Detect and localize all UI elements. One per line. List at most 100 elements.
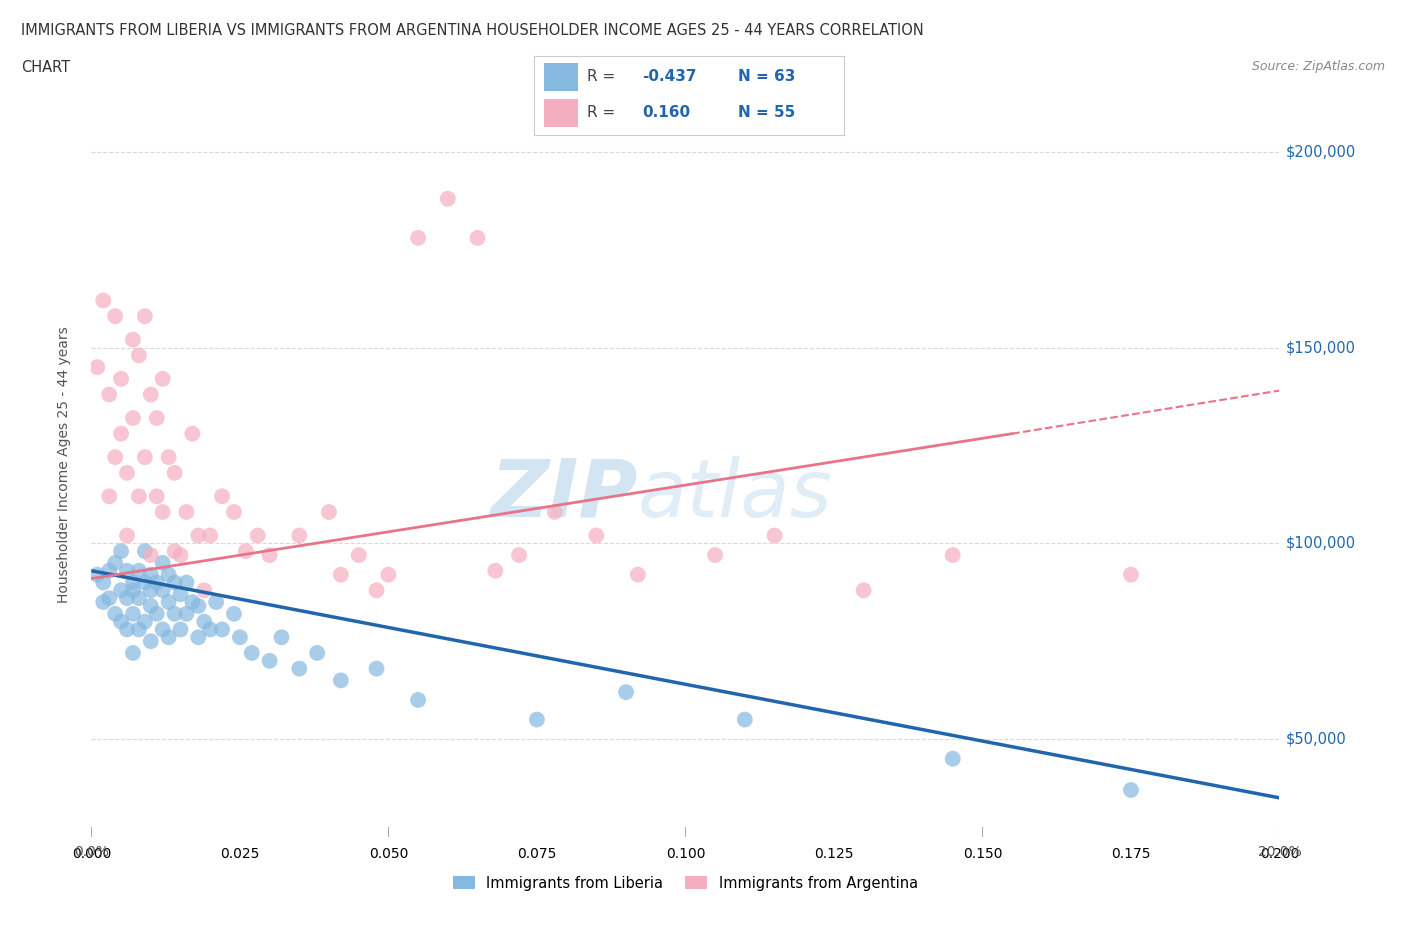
Point <box>110 583 132 598</box>
Point <box>508 548 530 563</box>
Point <box>115 528 138 543</box>
Point <box>259 654 281 669</box>
Point <box>347 548 370 563</box>
Point <box>307 645 329 660</box>
Point <box>169 587 191 602</box>
Point <box>222 505 245 520</box>
Point <box>115 564 138 578</box>
Point <box>139 567 162 582</box>
Point <box>104 309 127 324</box>
Point <box>91 575 114 590</box>
Point <box>122 583 145 598</box>
Point <box>145 575 167 590</box>
Text: R =: R = <box>586 105 614 120</box>
Point <box>152 505 174 520</box>
Point <box>329 673 352 688</box>
Point <box>139 583 162 598</box>
Point <box>110 371 132 386</box>
Point <box>157 630 180 644</box>
Point <box>406 693 429 708</box>
Point <box>163 544 186 559</box>
Point <box>91 293 114 308</box>
Point <box>467 231 489 246</box>
Point <box>318 505 340 520</box>
Text: Source: ZipAtlas.com: Source: ZipAtlas.com <box>1251 60 1385 73</box>
Point <box>122 606 145 621</box>
Point <box>128 489 150 504</box>
Point <box>942 548 965 563</box>
Point <box>176 505 198 520</box>
Point <box>157 594 180 609</box>
Point <box>134 309 156 324</box>
Point <box>139 387 162 402</box>
Point <box>176 606 198 621</box>
Point <box>86 360 108 375</box>
Point <box>484 564 506 578</box>
Point <box>187 528 209 543</box>
Point <box>176 575 198 590</box>
Point <box>134 450 156 465</box>
Point <box>704 548 727 563</box>
Point <box>128 591 150 605</box>
Point <box>110 614 132 629</box>
Point <box>98 591 121 605</box>
Point <box>235 544 257 559</box>
Point <box>104 555 127 570</box>
Point <box>169 622 191 637</box>
Point <box>270 630 292 644</box>
Text: $200,000: $200,000 <box>1285 144 1355 159</box>
Point <box>104 606 127 621</box>
Point <box>181 426 204 441</box>
Text: $100,000: $100,000 <box>1285 536 1355 551</box>
Point <box>128 348 150 363</box>
Text: CHART: CHART <box>21 60 70 75</box>
Point <box>181 594 204 609</box>
Text: $150,000: $150,000 <box>1285 340 1355 355</box>
Point <box>86 567 108 582</box>
Point <box>115 591 138 605</box>
Point <box>288 528 311 543</box>
Point <box>1119 567 1142 582</box>
Point <box>240 645 263 660</box>
Point <box>187 630 209 644</box>
Point <box>145 606 167 621</box>
Point <box>585 528 607 543</box>
Y-axis label: Householder Income Ages 25 - 44 years: Householder Income Ages 25 - 44 years <box>56 326 70 604</box>
Point <box>122 575 145 590</box>
Point <box>98 387 121 402</box>
Text: ZIP: ZIP <box>491 456 638 534</box>
Point <box>205 594 228 609</box>
Point <box>544 505 567 520</box>
Text: N = 55: N = 55 <box>738 105 796 120</box>
Point <box>211 489 233 504</box>
Legend: Immigrants from Liberia, Immigrants from Argentina: Immigrants from Liberia, Immigrants from… <box>447 870 924 897</box>
Text: IMMIGRANTS FROM LIBERIA VS IMMIGRANTS FROM ARGENTINA HOUSEHOLDER INCOME AGES 25 : IMMIGRANTS FROM LIBERIA VS IMMIGRANTS FR… <box>21 23 924 38</box>
Point <box>614 684 637 699</box>
Point <box>98 564 121 578</box>
Text: atlas: atlas <box>638 456 832 534</box>
Point <box>627 567 650 582</box>
Point <box>763 528 786 543</box>
Point <box>152 371 174 386</box>
Text: R =: R = <box>586 69 614 84</box>
Point <box>942 751 965 766</box>
Text: 0.160: 0.160 <box>643 105 690 120</box>
Point <box>259 548 281 563</box>
Point <box>187 599 209 614</box>
Point <box>157 567 180 582</box>
Point <box>139 599 162 614</box>
Text: 0.0%: 0.0% <box>75 844 108 858</box>
Point <box>128 622 150 637</box>
Text: $50,000: $50,000 <box>1285 732 1346 747</box>
Point <box>329 567 352 582</box>
Point <box>734 712 756 727</box>
Point <box>145 489 167 504</box>
Point <box>200 528 222 543</box>
Point <box>134 544 156 559</box>
Point <box>122 645 145 660</box>
Text: 20.0%: 20.0% <box>1257 844 1302 858</box>
Point <box>134 575 156 590</box>
Point <box>115 465 138 480</box>
Point <box>110 544 132 559</box>
Point <box>366 583 388 598</box>
